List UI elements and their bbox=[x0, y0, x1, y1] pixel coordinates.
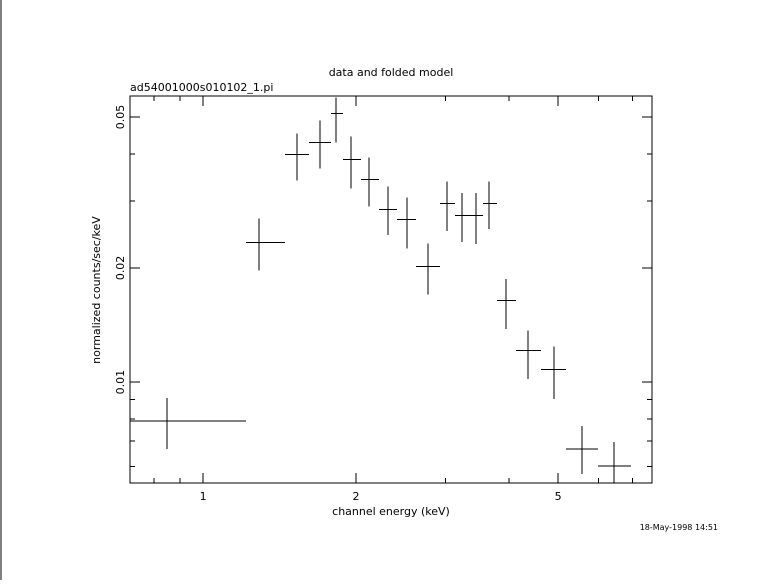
chart-title: data and folded model bbox=[329, 66, 454, 79]
plot-area bbox=[130, 97, 632, 483]
x-axis-label: channel energy (keV) bbox=[332, 505, 450, 518]
plot-frame bbox=[129, 95, 653, 484]
y-tick-label: 0.05 bbox=[114, 105, 127, 129]
x-tick-label: 5 bbox=[555, 490, 562, 503]
y-tick-label: 0.02 bbox=[114, 256, 127, 281]
timestamp: 18-May-1998 14:51 bbox=[640, 523, 718, 532]
y-tick-label: 0.01 bbox=[114, 370, 127, 395]
x-tick-label: 1 bbox=[200, 490, 207, 503]
x-tick-label: 2 bbox=[353, 490, 360, 503]
chart-subtitle: ad54001000s010102_1.pi bbox=[130, 81, 273, 94]
y-axis-label: normalized counts/sec/keV bbox=[90, 216, 103, 364]
